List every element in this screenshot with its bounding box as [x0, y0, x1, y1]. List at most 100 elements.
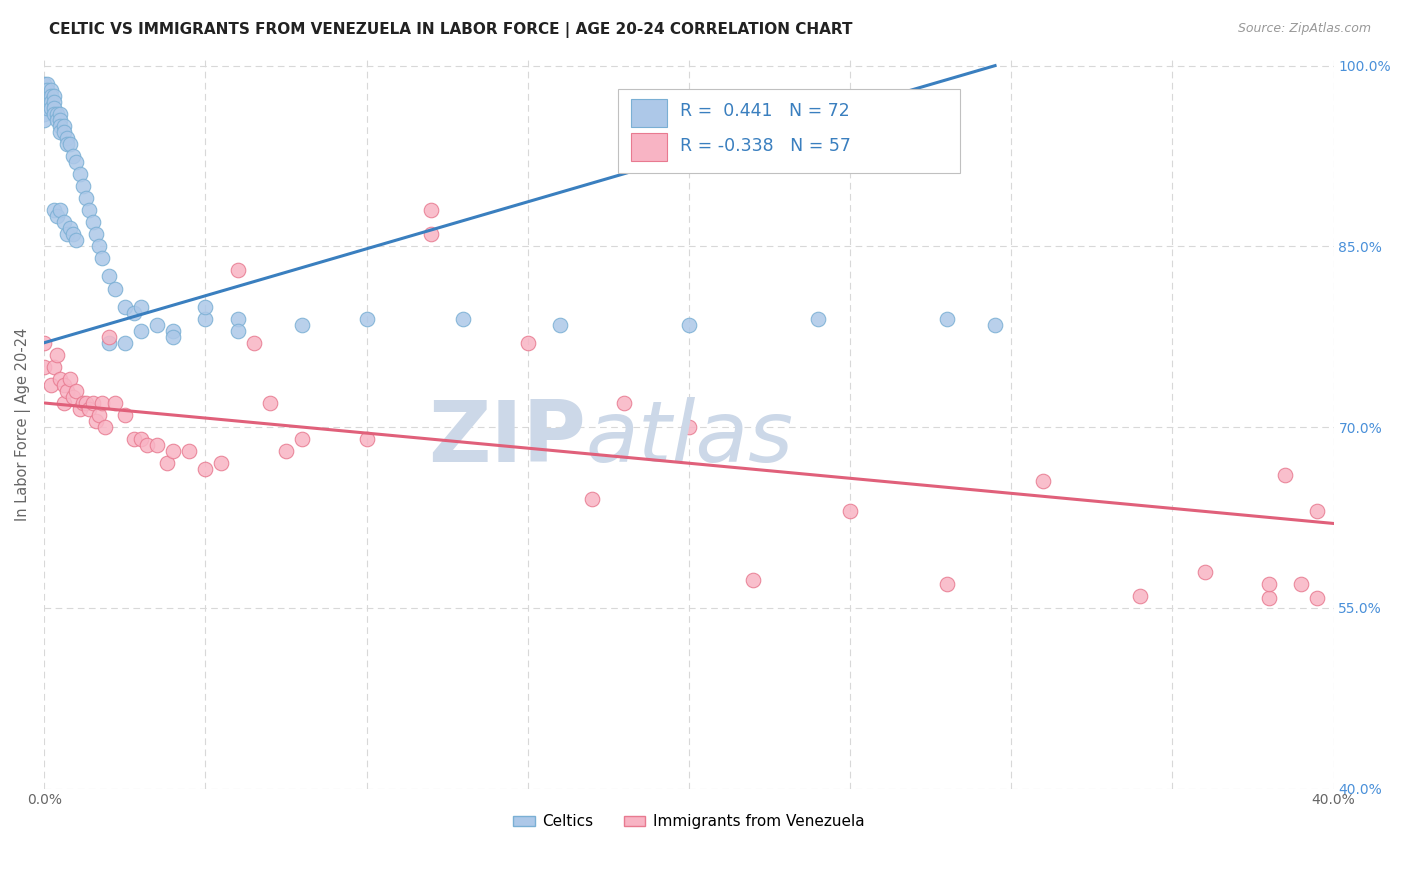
Text: Source: ZipAtlas.com: Source: ZipAtlas.com [1237, 22, 1371, 36]
Point [194, 300, 217, 314]
Text: ZIP: ZIP [427, 397, 586, 480]
Point [146, 438, 169, 452]
Point [32, 101, 55, 115]
Point [55, 227, 77, 242]
Point [211, 456, 233, 470]
Point [84, 414, 107, 428]
Point [32, 335, 55, 350]
Point [37, 95, 59, 109]
Point [69, 402, 91, 417]
Point [49, 203, 72, 218]
Point [82, 215, 104, 229]
Point [82, 396, 104, 410]
Point [114, 300, 136, 314]
Point [52, 396, 75, 410]
Point [91, 396, 114, 410]
Text: R = -0.338   N = 57: R = -0.338 N = 57 [681, 136, 851, 154]
Point [678, 420, 700, 434]
Point [129, 432, 152, 446]
Point [65, 155, 87, 169]
Point [52, 378, 75, 392]
Point [49, 112, 72, 127]
Point [46, 112, 69, 127]
Point [162, 329, 184, 343]
Point [124, 305, 146, 319]
Point [356, 311, 378, 326]
Point [32, 77, 55, 91]
Point [162, 324, 184, 338]
Point [548, 318, 571, 332]
Point [420, 227, 443, 242]
Point [114, 335, 136, 350]
Point [1291, 576, 1313, 591]
FancyBboxPatch shape [619, 89, 960, 172]
Point [59, 372, 82, 386]
Point [37, 101, 59, 115]
Point [62, 227, 84, 242]
Point [39, 101, 62, 115]
Point [79, 203, 101, 218]
Point [62, 149, 84, 163]
Point [356, 432, 378, 446]
Point [59, 221, 82, 235]
Point [84, 227, 107, 242]
Y-axis label: In Labor Force | Age 20-24: In Labor Force | Age 20-24 [15, 327, 31, 521]
Point [742, 573, 765, 587]
Point [69, 167, 91, 181]
Point [274, 444, 297, 458]
Point [581, 492, 603, 507]
Point [62, 390, 84, 404]
Point [52, 215, 75, 229]
Point [32, 107, 55, 121]
Point [1258, 576, 1281, 591]
Point [42, 101, 65, 115]
Point [678, 318, 700, 332]
Point [37, 83, 59, 97]
Point [1032, 475, 1054, 489]
Point [39, 88, 62, 103]
Point [46, 348, 69, 362]
Point [32, 95, 55, 109]
Point [46, 107, 69, 121]
Point [42, 107, 65, 121]
Point [291, 432, 314, 446]
Point [242, 335, 264, 350]
Point [87, 239, 110, 253]
Point [1129, 589, 1152, 603]
Point [136, 438, 159, 452]
Point [42, 203, 65, 218]
Point [156, 456, 179, 470]
Point [1274, 468, 1296, 483]
Point [97, 269, 120, 284]
Point [55, 384, 77, 398]
Point [91, 252, 114, 266]
Point [179, 444, 201, 458]
Point [32, 112, 55, 127]
Point [226, 311, 249, 326]
Text: CELTIC VS IMMIGRANTS FROM VENEZUELA IN LABOR FORCE | AGE 20-24 CORRELATION CHART: CELTIC VS IMMIGRANTS FROM VENEZUELA IN L… [49, 22, 852, 38]
Point [75, 396, 97, 410]
Point [39, 95, 62, 109]
Point [1194, 565, 1216, 579]
Point [129, 324, 152, 338]
Point [1258, 591, 1281, 606]
Point [42, 95, 65, 109]
Point [32, 83, 55, 97]
Point [39, 378, 62, 392]
Text: atlas: atlas [586, 397, 794, 480]
Point [129, 300, 152, 314]
Point [55, 131, 77, 145]
Point [97, 335, 120, 350]
Point [72, 179, 94, 194]
Point [42, 359, 65, 374]
Point [42, 88, 65, 103]
Point [65, 233, 87, 247]
Point [104, 396, 127, 410]
Point [839, 504, 862, 518]
Point [124, 432, 146, 446]
Point [420, 203, 443, 218]
Point [37, 77, 59, 91]
Point [37, 88, 59, 103]
Point [114, 408, 136, 422]
Point [807, 311, 830, 326]
